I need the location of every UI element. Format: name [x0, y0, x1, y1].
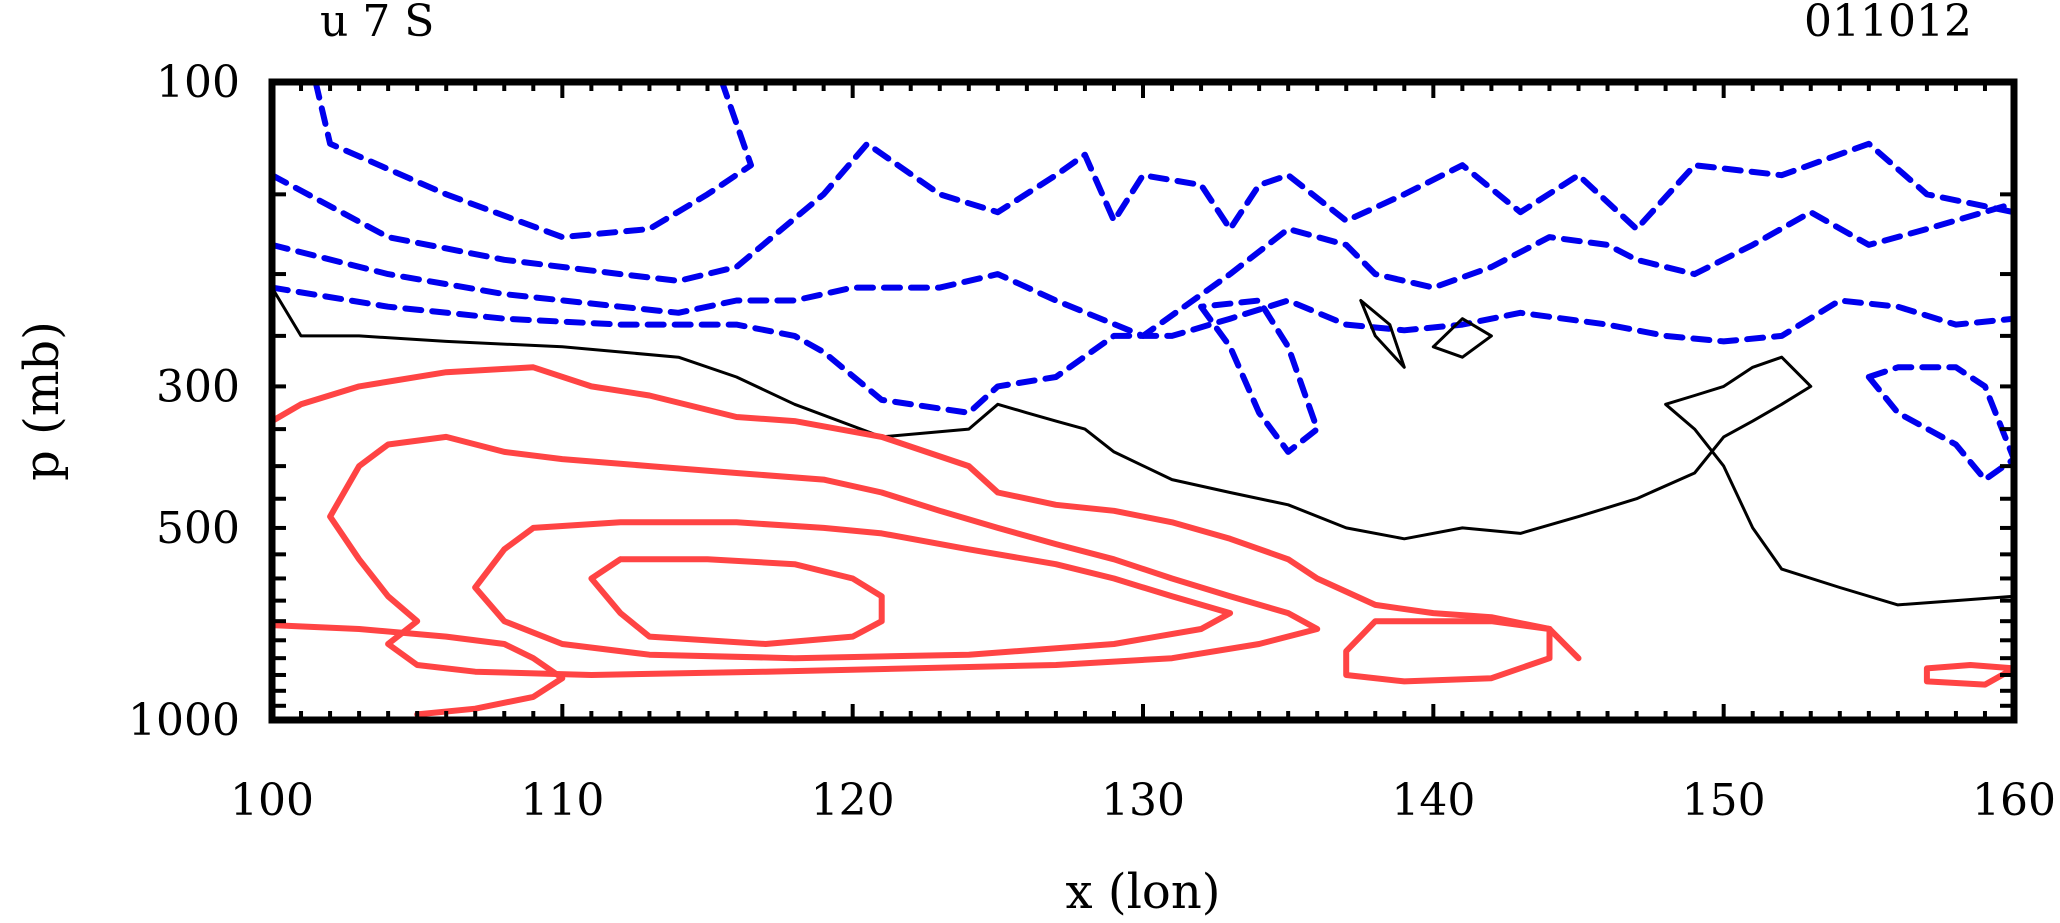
- x-axis-title: x (lon): [1066, 864, 1221, 920]
- y-tick-labels: 100 300 500 1000: [128, 57, 240, 746]
- contour-layer: [272, 82, 2014, 714]
- x-tick-label: 110: [520, 775, 604, 826]
- x-tick-label: 150: [1682, 775, 1766, 826]
- positive-contour-line: [1927, 665, 2014, 685]
- positive-contour-line: [1346, 621, 1549, 681]
- y-tick-label: 500: [156, 503, 240, 554]
- negative-contour-line: [272, 144, 2014, 281]
- x-tick-label: 120: [811, 775, 895, 826]
- x-tick-label: 100: [230, 775, 314, 826]
- y-axis-title: p (mb): [14, 321, 70, 481]
- positive-contour-line: [272, 625, 562, 714]
- x-tick-label: 130: [1101, 775, 1185, 826]
- y-tick-label: 1000: [128, 695, 240, 746]
- chart-title-right: 011012: [1804, 0, 1972, 47]
- negative-contour-line: [316, 82, 751, 237]
- zero-contour-line: [1433, 319, 1491, 358]
- y-tick-label: 300: [156, 361, 240, 412]
- negative-contour-line: [272, 288, 2014, 413]
- positive-contour-line: [272, 367, 1579, 658]
- negative-contour-line: [272, 203, 2014, 336]
- zero-contour-line: [272, 288, 2014, 605]
- chart-title-left: u 7 S: [320, 0, 434, 47]
- x-tick-label: 140: [1391, 775, 1475, 826]
- x-tick-labels: 100 110 120 130 140 150 160: [230, 775, 2056, 826]
- positive-contour-line: [330, 437, 1317, 675]
- y-tick-label: 100: [156, 57, 240, 108]
- zero-contour-line: [1361, 301, 1405, 368]
- positive-contour-line: [475, 522, 1230, 658]
- x-tick-label: 160: [1972, 775, 2056, 826]
- negative-contour-line: [1201, 301, 1317, 452]
- positive-contour-line: [591, 559, 881, 644]
- plot-frame: [268, 78, 2018, 724]
- negative-contour-line: [1869, 367, 2014, 479]
